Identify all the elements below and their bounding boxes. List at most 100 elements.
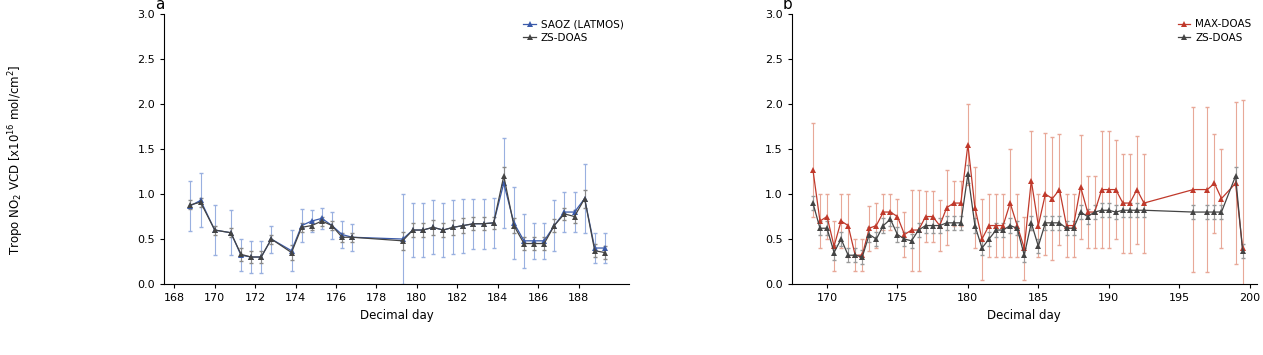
ZS-DOAS <box>1235 248 1250 253</box>
SAOZ (LATMOS) <box>304 219 320 223</box>
ZS-DOAS <box>183 203 198 207</box>
Text: a: a <box>155 0 164 11</box>
ZS-DOAS <box>426 225 441 229</box>
SAOZ (LATMOS) <box>506 221 522 225</box>
Line: ZS-DOAS: ZS-DOAS <box>187 173 608 260</box>
Text: Tropo NO$_2$ VCD [x10$^{16}$ mol/cm$^2$]: Tropo NO$_2$ VCD [x10$^{16}$ mol/cm$^2$] <box>6 65 27 255</box>
ZS-DOAS <box>1045 221 1060 225</box>
ZS-DOAS <box>456 223 471 228</box>
ZS-DOAS <box>284 250 299 255</box>
SAOZ (LATMOS) <box>416 228 431 232</box>
SAOZ (LATMOS) <box>527 239 542 243</box>
SAOZ (LATMOS) <box>456 223 471 228</box>
ZS-DOAS <box>264 237 279 241</box>
SAOZ (LATMOS) <box>537 239 552 243</box>
SAOZ (LATMOS) <box>405 228 421 232</box>
ZS-DOAS <box>244 255 259 259</box>
ZS-DOAS <box>527 241 542 246</box>
Text: b: b <box>783 0 792 11</box>
MAX-DOAS <box>960 142 975 147</box>
Line: SAOZ (LATMOS): SAOZ (LATMOS) <box>187 180 608 260</box>
ZS-DOAS <box>446 225 461 229</box>
SAOZ (LATMOS) <box>264 237 279 241</box>
SAOZ (LATMOS) <box>496 181 512 185</box>
ZS-DOAS <box>517 241 532 246</box>
ZS-DOAS <box>806 201 821 205</box>
MAX-DOAS <box>875 210 890 214</box>
SAOZ (LATMOS) <box>335 233 350 237</box>
MAX-DOAS <box>1074 185 1089 189</box>
X-axis label: Decimal day: Decimal day <box>360 308 433 322</box>
ZS-DOAS <box>486 221 501 225</box>
ZS-DOAS <box>345 235 360 239</box>
ZS-DOAS <box>954 221 969 225</box>
SAOZ (LATMOS) <box>577 196 592 201</box>
ZS-DOAS <box>416 228 431 232</box>
ZS-DOAS <box>304 223 320 228</box>
SAOZ (LATMOS) <box>436 228 451 232</box>
ZS-DOAS <box>395 239 410 243</box>
ZS-DOAS <box>224 231 239 235</box>
ZS-DOAS <box>597 250 613 255</box>
ZS-DOAS <box>960 172 975 176</box>
SAOZ (LATMOS) <box>486 221 501 225</box>
SAOZ (LATMOS) <box>294 223 309 228</box>
X-axis label: Decimal day: Decimal day <box>988 308 1061 322</box>
ZS-DOAS <box>476 222 491 226</box>
ZS-DOAS <box>506 223 522 228</box>
SAOZ (LATMOS) <box>254 255 269 259</box>
Legend: MAX-DOAS, ZS-DOAS: MAX-DOAS, ZS-DOAS <box>1177 20 1252 43</box>
SAOZ (LATMOS) <box>597 246 613 250</box>
Line: ZS-DOAS: ZS-DOAS <box>810 171 1245 260</box>
ZS-DOAS <box>207 228 222 232</box>
SAOZ (LATMOS) <box>476 222 491 226</box>
MAX-DOAS <box>1038 192 1053 196</box>
MAX-DOAS <box>847 253 863 257</box>
ZS-DOAS <box>436 228 451 232</box>
SAOZ (LATMOS) <box>325 223 340 228</box>
ZS-DOAS <box>557 212 572 216</box>
SAOZ (LATMOS) <box>567 210 582 214</box>
MAX-DOAS <box>1024 179 1039 183</box>
SAOZ (LATMOS) <box>234 253 249 257</box>
ZS-DOAS <box>1074 210 1089 214</box>
ZS-DOAS <box>314 219 330 223</box>
SAOZ (LATMOS) <box>207 228 222 232</box>
MAX-DOAS <box>806 168 821 172</box>
SAOZ (LATMOS) <box>587 246 602 250</box>
SAOZ (LATMOS) <box>395 237 410 241</box>
ZS-DOAS <box>466 222 481 226</box>
ZS-DOAS <box>577 196 592 201</box>
ZS-DOAS <box>875 223 890 228</box>
ZS-DOAS <box>537 241 552 246</box>
Legend: SAOZ (LATMOS), ZS-DOAS: SAOZ (LATMOS), ZS-DOAS <box>523 20 624 43</box>
ZS-DOAS <box>294 225 309 229</box>
MAX-DOAS <box>1235 246 1250 250</box>
ZS-DOAS <box>1024 221 1039 225</box>
SAOZ (LATMOS) <box>426 225 441 229</box>
SAOZ (LATMOS) <box>547 223 562 228</box>
SAOZ (LATMOS) <box>224 231 239 235</box>
MAX-DOAS <box>954 201 969 205</box>
MAX-DOAS <box>1045 196 1060 201</box>
ZS-DOAS <box>587 248 602 253</box>
SAOZ (LATMOS) <box>314 216 330 220</box>
ZS-DOAS <box>254 255 269 259</box>
ZS-DOAS <box>335 235 350 239</box>
ZS-DOAS <box>567 214 582 219</box>
SAOZ (LATMOS) <box>244 255 259 259</box>
SAOZ (LATMOS) <box>193 198 208 202</box>
SAOZ (LATMOS) <box>466 222 481 226</box>
ZS-DOAS <box>234 252 249 256</box>
ZS-DOAS <box>325 223 340 228</box>
SAOZ (LATMOS) <box>284 248 299 253</box>
ZS-DOAS <box>1038 221 1053 225</box>
ZS-DOAS <box>496 174 512 178</box>
Line: MAX-DOAS: MAX-DOAS <box>810 142 1245 258</box>
ZS-DOAS <box>855 255 870 259</box>
ZS-DOAS <box>547 223 562 228</box>
SAOZ (LATMOS) <box>345 235 360 239</box>
ZS-DOAS <box>405 228 421 232</box>
SAOZ (LATMOS) <box>557 210 572 214</box>
ZS-DOAS <box>193 200 208 204</box>
